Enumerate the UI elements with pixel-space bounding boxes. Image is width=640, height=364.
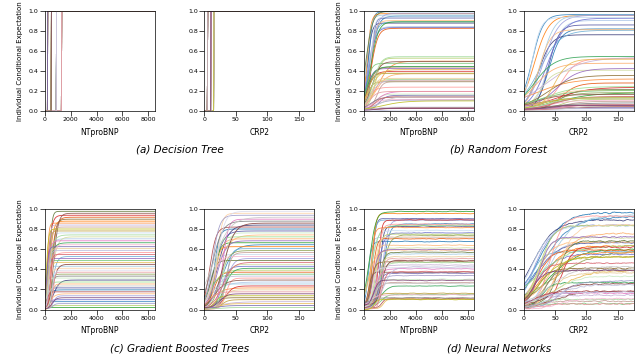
Text: (c) Gradient Boosted Trees: (c) Gradient Boosted Trees bbox=[110, 343, 249, 353]
Text: (b) Random Forest: (b) Random Forest bbox=[451, 145, 547, 155]
Text: (d) Neural Networks: (d) Neural Networks bbox=[447, 343, 551, 353]
X-axis label: CRP2: CRP2 bbox=[250, 327, 269, 335]
X-axis label: NTproBNP: NTproBNP bbox=[81, 128, 119, 137]
X-axis label: NTproBNP: NTproBNP bbox=[400, 128, 438, 137]
Y-axis label: Individual Conditional Expectation: Individual Conditional Expectation bbox=[17, 1, 23, 121]
X-axis label: CRP2: CRP2 bbox=[568, 327, 589, 335]
Y-axis label: Individual Conditional Expectation: Individual Conditional Expectation bbox=[336, 199, 342, 319]
X-axis label: CRP2: CRP2 bbox=[250, 128, 269, 137]
Y-axis label: Individual Conditional Expectation: Individual Conditional Expectation bbox=[336, 1, 342, 121]
X-axis label: NTproBNP: NTproBNP bbox=[81, 327, 119, 335]
Text: (a) Decision Tree: (a) Decision Tree bbox=[136, 145, 223, 155]
X-axis label: NTproBNP: NTproBNP bbox=[400, 327, 438, 335]
Y-axis label: Individual Conditional Expectation: Individual Conditional Expectation bbox=[17, 199, 23, 319]
X-axis label: CRP2: CRP2 bbox=[568, 128, 589, 137]
